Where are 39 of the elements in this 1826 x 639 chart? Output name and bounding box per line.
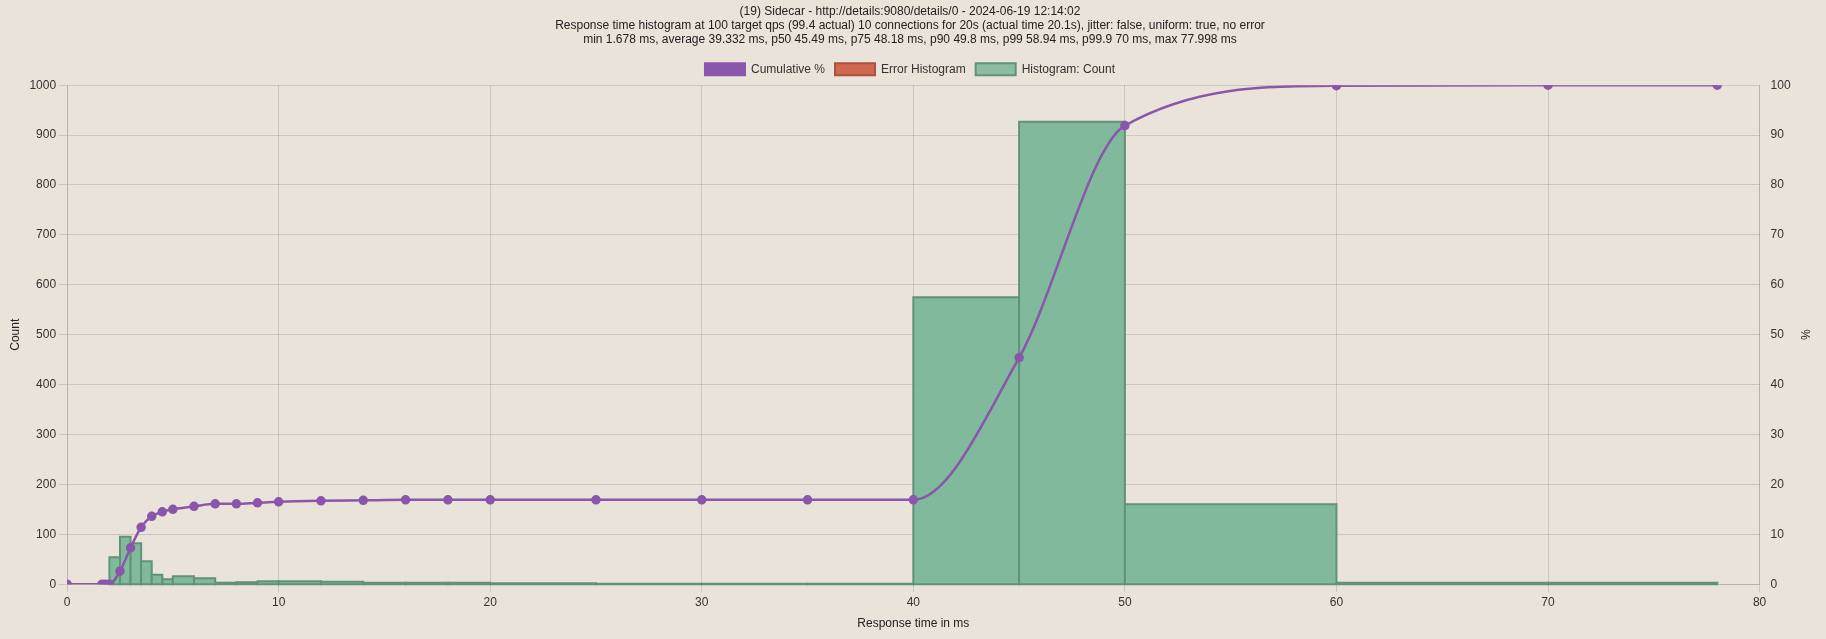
y2-tick-label: 100	[1770, 77, 1791, 92]
y2-tick-label: 10	[1770, 526, 1785, 541]
x-tick-label: 20	[483, 594, 498, 609]
y2-tick-label: 40	[1770, 376, 1785, 391]
y2-tick-label: 20	[1770, 476, 1785, 491]
x-tick-label: 60	[1329, 594, 1344, 609]
y-tick-label: 600	[36, 277, 57, 292]
legend-label: Cumulative %	[750, 61, 826, 76]
y2-tick-label: 80	[1770, 177, 1785, 192]
y-tick-label: 900	[36, 127, 57, 142]
y-tick-label: 200	[36, 476, 57, 491]
y2-tick-label: 90	[1770, 127, 1785, 142]
chart-subtitle: Response time histogram at 100 target qps (99.4 actual) 10 connections for 20s (actual time 20.1s), jitter: false, uniform: true, no error min 1.678 ms, average 39.332 ms, p50 45.49 ms, p75 48.18 ms, p90 49.8 ms, p99 58.94 ms, p99.9 70 ms, max 77.998 ms	[555, 17, 1265, 47]
x-tick-label: 70	[1541, 594, 1556, 609]
x-tick-label: 40	[906, 594, 921, 609]
x-tick-label: 80	[1752, 594, 1767, 609]
y-tick-label: 700	[36, 227, 57, 242]
y-tick-label: 500	[36, 327, 57, 342]
chart-title: (19) Sidecar - http://details:9080/details/0 - 2024-06-19 12:14:02	[739, 3, 1081, 18]
y-tick-label: 0	[49, 576, 57, 591]
y-tick-label: 1000	[29, 77, 57, 92]
y2-axis-title: %	[1798, 329, 1813, 341]
y2-tick-label: 0	[1770, 576, 1778, 591]
x-tick-label: 0	[63, 594, 71, 609]
y-tick-label: 100	[36, 526, 57, 541]
y2-tick-label: 70	[1770, 227, 1785, 242]
x-tick-label: 50	[1118, 594, 1132, 609]
x-axis-title: Response time in ms	[857, 616, 970, 631]
x-tick-label: 10	[271, 594, 286, 609]
y-tick-label: 800	[36, 177, 57, 192]
y-tick-label: 300	[36, 426, 57, 441]
x-tick-label: 30	[695, 594, 709, 609]
y2-tick-label: 60	[1770, 277, 1785, 292]
y-axis-title: Count	[7, 318, 22, 351]
legend-label: Error Histogram	[880, 61, 966, 76]
y2-tick-label: 30	[1770, 426, 1785, 441]
y2-tick-label: 50	[1770, 327, 1785, 342]
y-tick-label: 400	[36, 376, 57, 391]
legend-label: Histogram: Count	[1021, 61, 1116, 76]
